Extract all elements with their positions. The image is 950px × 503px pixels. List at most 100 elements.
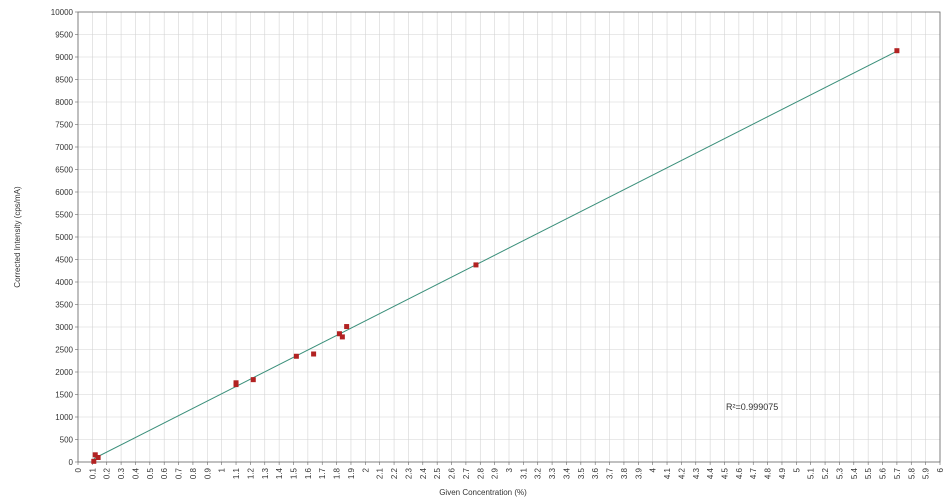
x-tick-label: 4.9 (778, 467, 787, 479)
x-tick-label: 2.4 (419, 467, 428, 479)
x-tick-label: 0.3 (117, 467, 126, 479)
y-tick-label: 5500 (55, 211, 73, 220)
x-tick-label: 1 (218, 467, 227, 472)
grid-lines (77, 11, 941, 463)
x-tick-label: 4.8 (764, 467, 773, 479)
x-tick-label: 4.7 (749, 467, 758, 479)
data-points (91, 48, 900, 464)
x-tick-label: 5.2 (821, 467, 830, 479)
x-tick-label: 5.8 (907, 467, 916, 479)
x-tick-label: 3.6 (591, 467, 600, 479)
x-tick-label: 3.5 (577, 467, 586, 479)
r-squared-annotation: R²=0.999075 (726, 402, 778, 412)
x-tick-label: 1.8 (333, 467, 342, 479)
x-tick-label: 2 (361, 467, 370, 472)
y-tick-labels: 0 500 1000 1500 2000 2500 3000 3500 4000 4500 5000… (51, 8, 74, 467)
x-tick-label: 3 (505, 467, 514, 472)
x-axis-title: Given Concentration (%) (439, 488, 527, 497)
x-tick-label: 2.6 (448, 467, 457, 479)
x-tick-label: 5.6 (879, 467, 888, 479)
x-tick-label: 2.2 (390, 467, 399, 479)
x-tick-label: 4.4 (706, 467, 715, 479)
data-point (339, 334, 345, 340)
x-tick-label: 3.7 (606, 467, 615, 479)
x-tick-label: 2.3 (404, 467, 413, 479)
x-tick-label: 5.4 (850, 467, 859, 479)
x-tick-label: 0 (74, 467, 83, 472)
x-tick-label: 2.1 (376, 467, 385, 479)
data-point (336, 331, 342, 337)
x-tick-label: 4 (649, 467, 658, 472)
plot-border (77, 11, 941, 463)
x-tick-label: 4.6 (735, 467, 744, 479)
x-tick-label: 1.5 (290, 467, 299, 479)
x-tick-label: 3.2 (534, 467, 543, 479)
y-tick-label: 9000 (55, 53, 73, 62)
y-tick-label: 4500 (55, 256, 73, 265)
y-tick-label: 2000 (55, 368, 73, 377)
x-tick-label: 2.9 (491, 467, 500, 479)
data-point (250, 377, 256, 383)
x-tick-label: 5.5 (864, 467, 873, 479)
x-tick-label: 4.3 (692, 467, 701, 479)
x-tick-label: 3.4 (562, 467, 571, 479)
data-point (894, 48, 900, 54)
x-tick-label: 4.5 (721, 467, 730, 479)
data-point (92, 452, 98, 458)
x-tick-label: 5 (792, 467, 801, 472)
x-tick-label: 1.4 (275, 467, 284, 479)
x-tick-label: 0.6 (160, 467, 169, 479)
y-tick-label: 0 (69, 458, 74, 467)
x-tick-label: 0.1 (88, 467, 97, 479)
x-tick-label: 0.9 (203, 467, 212, 479)
y-tick-label: 6000 (55, 188, 73, 197)
data-point (95, 455, 101, 460)
x-tick-label: 3.3 (548, 467, 557, 479)
x-tick-label: 5.7 (893, 467, 902, 479)
x-tick-labels: 0 0.1 0.2 0.3 0.4 0.5 0.6 0.7 0.8 0.9 1 1.1 1.2 1.3 1.… (74, 467, 945, 479)
y-tick-label: 3500 (55, 301, 73, 310)
x-tick-label: 3.8 (620, 467, 629, 479)
x-tick-label: 1.7 (318, 467, 327, 479)
x-tick-label: 2.5 (433, 467, 442, 479)
data-point (473, 262, 479, 268)
x-tick-label: 0.7 (175, 467, 184, 479)
x-tick-label: 5.9 (922, 467, 931, 479)
x-tick-label: 6 (936, 467, 945, 472)
x-tick-label: 2.8 (476, 467, 485, 479)
x-tick-label: 3.1 (519, 467, 528, 479)
x-tick-label: 5.1 (807, 467, 816, 479)
x-tick-label: 3.9 (634, 467, 643, 479)
x-tick-label: 1.1 (232, 467, 241, 479)
x-tick-label: 1.2 (246, 467, 255, 479)
x-tick-label: 5.3 (835, 467, 844, 479)
x-tick-label: 0.4 (131, 467, 140, 479)
y-tick-label: 8000 (55, 98, 73, 107)
x-tick-label: 0.8 (189, 467, 198, 479)
data-point (91, 458, 97, 464)
data-point (311, 351, 317, 357)
x-tick-label: 0.2 (103, 467, 112, 479)
trendline (93, 50, 898, 460)
data-point (233, 382, 239, 388)
x-tick-label: 1.6 (304, 467, 313, 479)
trendline-line (93, 50, 898, 460)
x-tick-label: 0.5 (146, 467, 155, 479)
y-axis-title: Corrected Intensity (cps/mA) (13, 186, 22, 288)
y-tick-label: 10000 (51, 8, 74, 17)
y-tick-label: 3000 (55, 323, 73, 332)
y-tick-label: 4000 (55, 278, 73, 287)
y-tick-label: 7500 (55, 121, 73, 130)
x-tick-label: 2.7 (462, 467, 471, 479)
y-tick-label: 500 (60, 436, 74, 445)
y-tick-label: 7000 (55, 143, 73, 152)
y-tick-label: 9500 (55, 31, 73, 40)
x-tick-label: 1.9 (347, 467, 356, 479)
y-tick-label: 1000 (55, 413, 73, 422)
y-tick-label: 6500 (55, 166, 73, 175)
y-tick-label: 2500 (55, 346, 73, 355)
x-tick-label: 4.1 (663, 467, 672, 479)
x-tick-label: 4.2 (677, 467, 686, 479)
y-tick-label: 1500 (55, 391, 73, 400)
